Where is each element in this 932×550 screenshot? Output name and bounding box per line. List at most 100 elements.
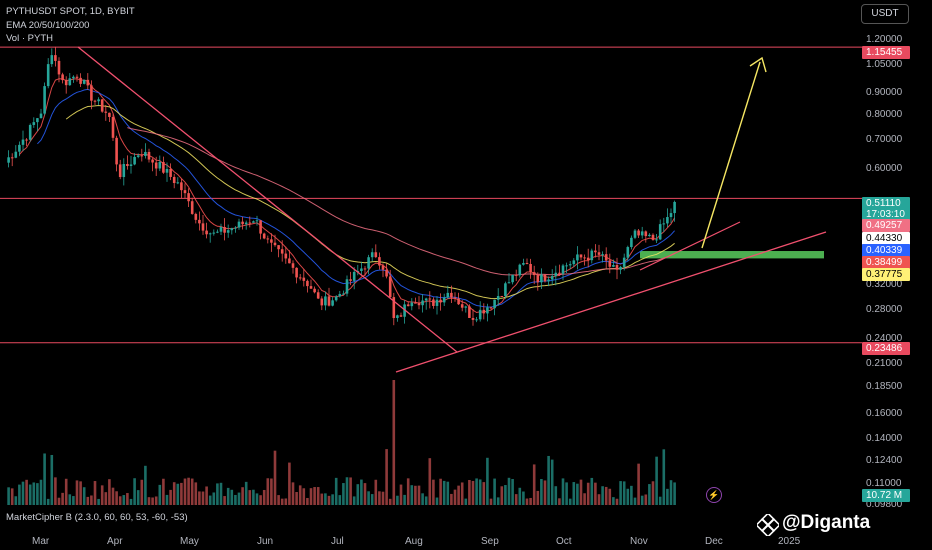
candle-body: [270, 239, 273, 243]
volume-bar: [324, 493, 327, 505]
candle-body: [536, 275, 540, 283]
volume-bar: [266, 478, 270, 505]
volume-bar: [486, 457, 489, 505]
volume-bar: [651, 481, 655, 505]
volume-legend[interactable]: Vol · PYTH: [6, 33, 53, 44]
volume-bar: [255, 493, 259, 505]
symbol-title[interactable]: PYTHUSDT SPOT, 1D, BYBIT: [6, 6, 135, 17]
candle-body: [597, 252, 601, 255]
candle-body: [338, 293, 342, 297]
price-axis-label: 0.70000: [866, 134, 903, 146]
candle-body: [154, 162, 158, 169]
candle-body: [410, 302, 414, 307]
volume-bar: [129, 498, 133, 505]
horizontal-levels: [0, 46, 862, 344]
candle-body: [349, 279, 352, 281]
volume-bar: [655, 456, 658, 505]
volume-bar: [378, 491, 381, 505]
volume-bar: [338, 495, 342, 505]
volume-bar: [392, 380, 396, 505]
candle-body: [439, 299, 442, 303]
candle-body: [540, 274, 543, 283]
volume-bar: [608, 488, 612, 505]
support-zone: [640, 251, 824, 259]
time-axis-label: Mar: [32, 536, 50, 547]
ema-legend[interactable]: EMA 20/50/100/200: [6, 20, 90, 31]
volume-bar: [169, 489, 172, 505]
candle-body: [136, 155, 140, 157]
volume-bar: [100, 485, 104, 505]
ascending-trendline: [395, 231, 827, 373]
candle-body: [212, 232, 216, 234]
volume-bar: [529, 497, 532, 505]
candle-body: [655, 239, 658, 241]
volume-bar: [522, 491, 525, 505]
time-axis-label: 2025: [778, 536, 801, 547]
candle-body: [381, 265, 385, 270]
volume-bar: [349, 477, 352, 505]
volume-bar: [644, 494, 648, 505]
target-arrow-head: [749, 56, 767, 73]
volume-bar: [313, 487, 316, 505]
volume-bar: [140, 479, 144, 505]
volume-bar: [111, 487, 115, 505]
volume-bar: [32, 482, 36, 505]
volume-bar: [514, 494, 518, 505]
volume-bar: [403, 494, 406, 505]
volume-bar: [93, 481, 97, 505]
time-axis-label: Apr: [107, 536, 123, 547]
volume-bar: [568, 498, 572, 505]
candle-body: [471, 317, 475, 320]
currency-button[interactable]: USDT: [861, 4, 909, 24]
volume-bar: [586, 482, 590, 505]
candle-body: [183, 190, 187, 194]
candle-body: [619, 266, 622, 270]
candle-body: [489, 307, 493, 309]
volume-bar: [428, 458, 432, 505]
indicator-legend[interactable]: MarketCipher B (2.3.0, 60, 60, 53, -60, …: [6, 512, 188, 523]
lightning-icon[interactable]: ⚡: [706, 487, 722, 503]
volume-bar: [363, 483, 367, 505]
volume-bar: [666, 488, 669, 505]
volume-bar: [540, 479, 543, 505]
volume-bar: [475, 478, 478, 505]
candle-body: [324, 296, 327, 306]
volume-bar: [10, 488, 14, 505]
candle-body: [151, 159, 154, 163]
candle-body: [363, 268, 367, 270]
candle-body: [262, 233, 266, 239]
candle-body: [475, 319, 478, 321]
watermark: @Diganta: [782, 512, 871, 533]
candle-body: [496, 296, 500, 300]
volume-bar: [237, 492, 241, 505]
volume-bar: [637, 463, 640, 505]
volume-bar: [673, 482, 676, 505]
volume-bar: [460, 482, 464, 505]
volume-bar: [511, 479, 514, 505]
candle-body: [176, 182, 180, 184]
volume-bar: [345, 477, 349, 505]
volume-bar: [172, 482, 176, 505]
candle-body: [601, 254, 604, 256]
candle-body: [172, 176, 176, 184]
candle-body: [327, 296, 331, 306]
volume-bar: [216, 483, 219, 505]
price-tag: 0.49257: [862, 219, 910, 232]
candle-body: [75, 76, 79, 78]
volume-bar: [223, 496, 226, 505]
candle-body: [543, 274, 547, 282]
volume-bar: [165, 494, 169, 505]
volume-bar: [64, 478, 68, 505]
candle-body: [511, 274, 514, 283]
candle-body: [72, 76, 75, 79]
candle-body: [612, 265, 615, 267]
candle-body: [93, 100, 97, 102]
volume-bar: [633, 497, 637, 505]
volume-bar: [50, 454, 54, 505]
price-axis-label: 0.24000: [866, 332, 903, 344]
candle-body: [68, 78, 72, 86]
candle-body: [417, 303, 421, 306]
volume-bar: [280, 498, 284, 505]
price-tag: 0.37775: [862, 268, 910, 281]
